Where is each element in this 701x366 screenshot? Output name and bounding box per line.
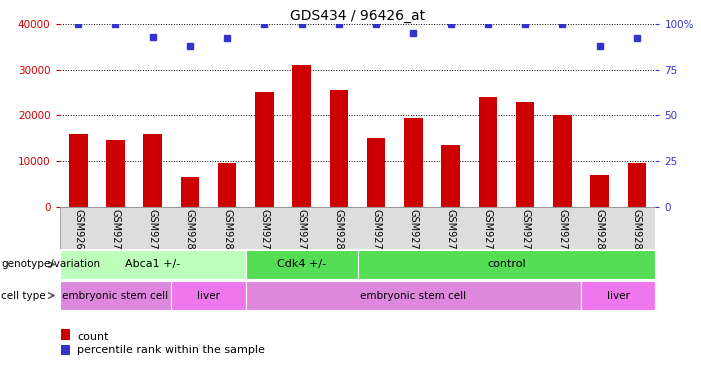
Text: GSM9274: GSM9274 [446,209,456,256]
Bar [553,115,571,207]
Bar [292,65,311,207]
Text: GSM9275: GSM9275 [483,209,493,256]
Bar [181,177,199,207]
Text: count: count [77,332,109,342]
Text: GSM9283: GSM9283 [185,209,195,255]
Text: cell type: cell type [1,291,46,300]
Bar [442,145,460,207]
Bar [516,101,534,207]
Bar [246,250,358,279]
Text: GSM9282: GSM9282 [632,209,642,256]
Bar [581,281,655,310]
Text: GSM9278: GSM9278 [259,209,269,256]
Text: GSM9284: GSM9284 [222,209,232,255]
Text: control: control [487,259,526,269]
Bar [404,117,423,207]
Text: GSM9271: GSM9271 [148,209,158,256]
Text: percentile rank within the sample: percentile rank within the sample [77,344,265,355]
Bar [69,134,88,207]
Text: liver: liver [197,291,220,300]
Bar [60,250,246,279]
Bar [61,329,69,340]
Bar [358,250,655,279]
Text: Abca1 +/-: Abca1 +/- [125,259,180,269]
Text: GSM9281: GSM9281 [594,209,604,255]
Text: liver: liver [607,291,629,300]
Bar [329,90,348,207]
Text: Cdk4 +/-: Cdk4 +/- [277,259,326,269]
Bar [61,345,69,355]
Bar [144,134,162,207]
Text: GSM9276: GSM9276 [520,209,530,256]
Bar [171,281,246,310]
Text: GSM9280: GSM9280 [334,209,344,255]
Bar [106,141,125,207]
Title: GDS434 / 96426_at: GDS434 / 96426_at [290,9,425,23]
Bar [218,163,236,207]
Text: GSM9277: GSM9277 [557,209,567,256]
Bar [627,163,646,207]
Bar [255,92,273,207]
Text: embryonic stem cell: embryonic stem cell [360,291,466,300]
Bar [590,175,609,207]
Bar [246,281,581,310]
Text: GSM9269: GSM9269 [73,209,83,255]
Text: embryonic stem cell: embryonic stem cell [62,291,168,300]
Bar [60,281,171,310]
Text: GSM9272: GSM9272 [371,209,381,256]
Text: GSM9273: GSM9273 [409,209,418,256]
Bar [367,138,386,207]
Bar [479,97,497,207]
Text: GSM9270: GSM9270 [111,209,121,256]
Text: GSM9279: GSM9279 [297,209,306,256]
Text: genotype/variation: genotype/variation [1,259,100,269]
